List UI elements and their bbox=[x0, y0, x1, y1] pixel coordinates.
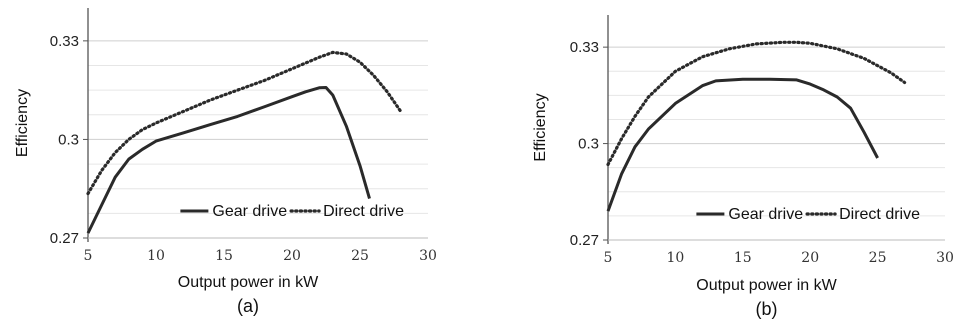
x-tick-label: 30 bbox=[936, 250, 954, 266]
panel-label: (b) bbox=[756, 299, 778, 319]
legend: Direct drive Gear drive bbox=[180, 203, 404, 220]
y-tick-label: 0.33 bbox=[570, 39, 599, 56]
y-axis-title: Efficiency bbox=[14, 89, 31, 157]
legend-label: Gear drive bbox=[728, 206, 803, 223]
x-axis-title: Output power in kW bbox=[178, 274, 319, 291]
x-tick-label: 30 bbox=[419, 248, 437, 264]
y-tick-label: 0.27 bbox=[50, 230, 79, 247]
x-tick-label: 25 bbox=[869, 250, 887, 266]
x-axis-title: Output power in kW bbox=[696, 277, 837, 294]
x-tick-label: 25 bbox=[351, 248, 369, 264]
x-tick-label: 15 bbox=[734, 250, 752, 266]
x-tick-label: 20 bbox=[801, 250, 819, 266]
chart-panel-b: 0.27 0.3 0.33 5 10 15 20 25 30 Output power in kW… bbox=[532, 15, 954, 319]
x-tick-label: 20 bbox=[283, 248, 301, 264]
series-line-gear-drive bbox=[606, 77, 879, 212]
x-tick-label: 10 bbox=[147, 248, 165, 264]
legend-label: Gear drive bbox=[212, 203, 287, 220]
y-tick-label: 0.33 bbox=[50, 33, 79, 50]
series-line-gear-drive bbox=[86, 86, 371, 234]
series-line-direct-drive bbox=[606, 40, 907, 167]
x-tick-label: 10 bbox=[666, 250, 684, 266]
chart-panel-a: 0.27 0.3 0.33 5 10 15 20 25 30 Output power in kW… bbox=[14, 8, 437, 316]
x-tick-label: 5 bbox=[84, 248, 93, 264]
series-line-direct-drive bbox=[86, 50, 403, 196]
legend-label: Direct drive bbox=[839, 206, 920, 223]
x-tick-label: 15 bbox=[215, 248, 233, 264]
y-axis-title: Efficiency bbox=[532, 93, 549, 161]
y-tick-label: 0.27 bbox=[570, 232, 599, 249]
legend-label: Direct drive bbox=[323, 203, 404, 220]
panel-label: (a) bbox=[237, 296, 259, 316]
y-tick-label: 0.3 bbox=[58, 131, 79, 148]
y-tick-label: 0.3 bbox=[578, 136, 599, 153]
legend: Direct drive Gear drive bbox=[696, 206, 920, 223]
x-tick-label: 5 bbox=[604, 250, 613, 266]
